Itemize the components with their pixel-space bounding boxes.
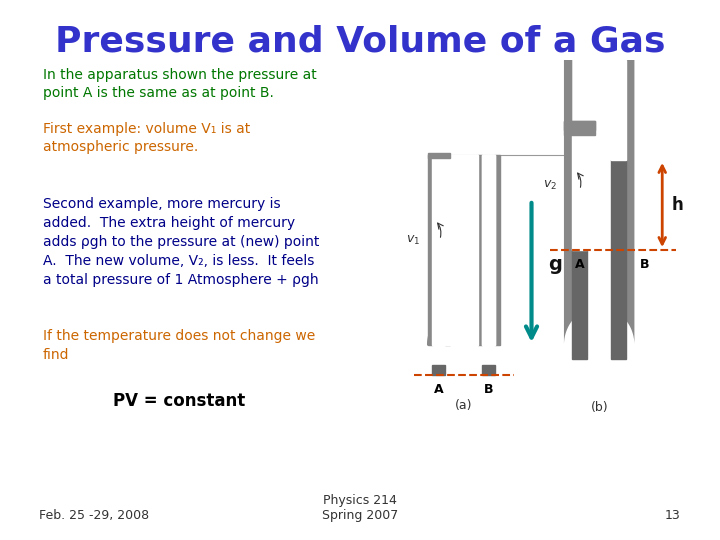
Bar <box>564 121 595 135</box>
Text: Feb. 25 -29, 2008: Feb. 25 -29, 2008 <box>39 509 149 522</box>
Bar <box>445 155 478 345</box>
Text: In the apparatus shown the pressure at
point A is the same as at point B.: In the apparatus shown the pressure at p… <box>43 68 317 100</box>
Bar <box>482 155 495 345</box>
Text: Second example, more mercury is
added.  The extra height of mercury
adds ρgh to : Second example, more mercury is added. T… <box>43 197 319 287</box>
Polygon shape <box>428 306 500 345</box>
Text: Pressure and Volume of a Gas: Pressure and Volume of a Gas <box>55 25 665 59</box>
Text: h: h <box>672 196 683 214</box>
Bar <box>445 155 450 345</box>
Text: B: B <box>640 258 649 271</box>
Text: A: A <box>575 258 585 271</box>
Text: A: A <box>434 383 444 396</box>
Text: B: B <box>484 383 494 396</box>
Bar <box>432 365 445 375</box>
Bar <box>564 121 595 130</box>
Text: (b): (b) <box>590 401 608 414</box>
Bar <box>495 155 500 345</box>
Text: If the temperature does not change we
find: If the temperature does not change we fi… <box>43 329 315 362</box>
Text: g: g <box>548 255 562 274</box>
Text: $\mathit{v}_1$: $\mathit{v}_1$ <box>406 233 420 247</box>
Bar <box>611 60 626 160</box>
Text: 13: 13 <box>665 509 681 522</box>
Bar <box>572 130 587 250</box>
PathPatch shape <box>572 60 626 345</box>
Text: Physics 214
Spring 2007: Physics 214 Spring 2007 <box>322 494 398 522</box>
Bar <box>572 250 587 359</box>
Text: PV = constant: PV = constant <box>113 392 246 409</box>
PathPatch shape <box>564 60 634 345</box>
Text: (a): (a) <box>455 399 472 412</box>
Bar <box>432 155 445 345</box>
Bar <box>428 153 450 158</box>
Bar <box>482 365 495 375</box>
Bar <box>428 155 432 345</box>
Text: $\mathit{v}_2$: $\mathit{v}_2$ <box>543 178 557 192</box>
Bar <box>482 155 495 345</box>
Bar <box>478 155 482 345</box>
Text: First example: volume V₁ is at
atmospheric pressure.: First example: volume V₁ is at atmospher… <box>43 122 250 154</box>
Bar <box>611 160 626 359</box>
